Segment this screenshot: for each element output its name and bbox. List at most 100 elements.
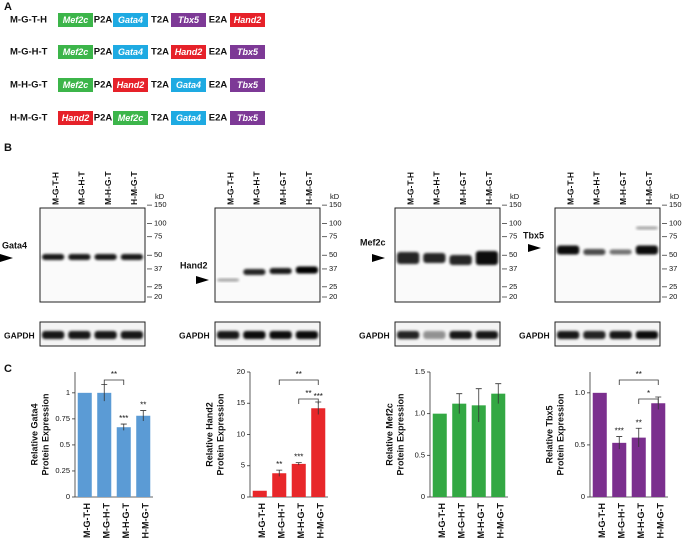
band bbox=[217, 331, 240, 339]
gene-label: Hand2 bbox=[117, 80, 145, 90]
marker-label: 150 bbox=[509, 200, 522, 209]
gene-label: Gata4 bbox=[118, 47, 143, 57]
band bbox=[609, 331, 632, 339]
marker-label: 50 bbox=[669, 250, 677, 259]
lane-label: M-H-G-T bbox=[458, 171, 468, 205]
band bbox=[42, 331, 65, 339]
gene-box bbox=[230, 13, 265, 27]
marker-label: 75 bbox=[669, 232, 677, 241]
band bbox=[557, 331, 580, 339]
x-tick-label: M-G-T-H bbox=[597, 503, 607, 538]
gene-box bbox=[230, 78, 265, 92]
protein-label: Tbx5 bbox=[523, 230, 544, 240]
linker-label: E2A bbox=[209, 80, 228, 91]
linker-label: P2A bbox=[94, 80, 113, 91]
linker-label: T2A bbox=[151, 80, 169, 91]
band bbox=[269, 331, 292, 339]
lane-label: M-G-T-H bbox=[565, 172, 575, 205]
error-bar bbox=[495, 383, 502, 404]
y-tick-label: 0.5 bbox=[60, 440, 70, 449]
linker-label: E2A bbox=[209, 15, 228, 26]
bar bbox=[651, 403, 666, 497]
band bbox=[120, 254, 143, 260]
y-axis-label: Relative Mef2c bbox=[384, 403, 394, 466]
band bbox=[295, 266, 318, 274]
marker-label: 75 bbox=[154, 232, 162, 241]
marker-label: 50 bbox=[509, 250, 517, 259]
gene-label: Mef2c bbox=[63, 80, 89, 90]
bar bbox=[311, 408, 326, 497]
y-tick-label: 10 bbox=[237, 429, 245, 438]
gene-label: Tbx5 bbox=[237, 113, 259, 123]
band bbox=[423, 253, 446, 263]
arrowhead bbox=[372, 254, 385, 262]
linker-label: E2A bbox=[209, 47, 228, 58]
marker-label: 150 bbox=[669, 200, 682, 209]
band bbox=[243, 331, 266, 339]
x-tick-label: H-M-G-T bbox=[316, 503, 326, 539]
bar bbox=[77, 392, 92, 497]
bar bbox=[116, 427, 131, 497]
gene-label: Mef2c bbox=[63, 15, 89, 25]
lane-label: H-M-G-T bbox=[129, 171, 139, 205]
lane-label: H-M-G-T bbox=[644, 171, 654, 205]
y-tick-label: 0.75 bbox=[55, 414, 70, 423]
band bbox=[609, 249, 632, 255]
y-axis-label: Relative Hand2 bbox=[204, 402, 214, 467]
comparison-bracket bbox=[298, 398, 319, 404]
bar bbox=[136, 415, 151, 497]
protein-label: Mef2c bbox=[360, 237, 386, 247]
bar bbox=[97, 392, 112, 497]
comparison-label: ** bbox=[636, 370, 642, 379]
construct-name: H-M-G-T bbox=[10, 113, 48, 124]
y-axis-label: Protein Expression bbox=[215, 393, 225, 475]
y-tick-label: 1.5 bbox=[415, 367, 425, 376]
comparison-bracket bbox=[638, 398, 659, 404]
marker-label: 37 bbox=[154, 264, 162, 273]
band bbox=[68, 254, 91, 260]
band bbox=[120, 331, 143, 339]
band bbox=[635, 226, 658, 230]
gene-box bbox=[171, 13, 206, 27]
marker-label: 25 bbox=[329, 282, 337, 291]
x-tick-label: M-G-T-H bbox=[437, 503, 447, 538]
bar bbox=[612, 442, 627, 497]
significance-label: *** bbox=[615, 427, 624, 436]
arrowhead bbox=[528, 244, 541, 252]
gene-box bbox=[171, 78, 206, 92]
comparison-bracket bbox=[278, 379, 319, 385]
marker-label: 50 bbox=[154, 250, 162, 259]
loading-control-label: GAPDH bbox=[179, 330, 210, 340]
comparison-label: ** bbox=[111, 370, 117, 379]
error-bar bbox=[456, 393, 463, 414]
band bbox=[449, 331, 472, 339]
y-tick-label: 0.5 bbox=[415, 450, 425, 459]
marker-label: 20 bbox=[329, 292, 337, 301]
y-tick-label: 1.0 bbox=[415, 409, 425, 418]
y-axis-label: Protein Expression bbox=[395, 393, 405, 475]
band bbox=[635, 331, 658, 339]
band bbox=[397, 331, 420, 339]
band bbox=[94, 254, 117, 260]
construct-name: M-G-T-H bbox=[10, 15, 47, 26]
comparison-label: * bbox=[647, 389, 650, 398]
marker-label: 25 bbox=[509, 282, 517, 291]
blot-frame bbox=[554, 207, 661, 303]
y-tick-label: 0 bbox=[421, 492, 425, 501]
y-tick-label: 5 bbox=[241, 461, 245, 470]
significance-label: *** bbox=[119, 414, 128, 423]
gene-box bbox=[58, 111, 93, 125]
band bbox=[68, 331, 91, 339]
x-tick-label: M-H-G-T bbox=[121, 503, 131, 539]
y-tick-label: 1.0 bbox=[575, 388, 585, 397]
band bbox=[295, 331, 318, 339]
lane-label: M-G-H-T bbox=[77, 171, 87, 205]
gene-box bbox=[113, 13, 148, 27]
band bbox=[269, 268, 292, 274]
lane-label: M-G-T-H bbox=[225, 172, 235, 205]
marker-label: 75 bbox=[329, 232, 337, 241]
linker-label: T2A bbox=[151, 113, 169, 124]
unit-label: kD bbox=[155, 192, 165, 201]
y-tick-label: 0.5 bbox=[575, 440, 585, 449]
linker-label: P2A bbox=[94, 15, 113, 26]
